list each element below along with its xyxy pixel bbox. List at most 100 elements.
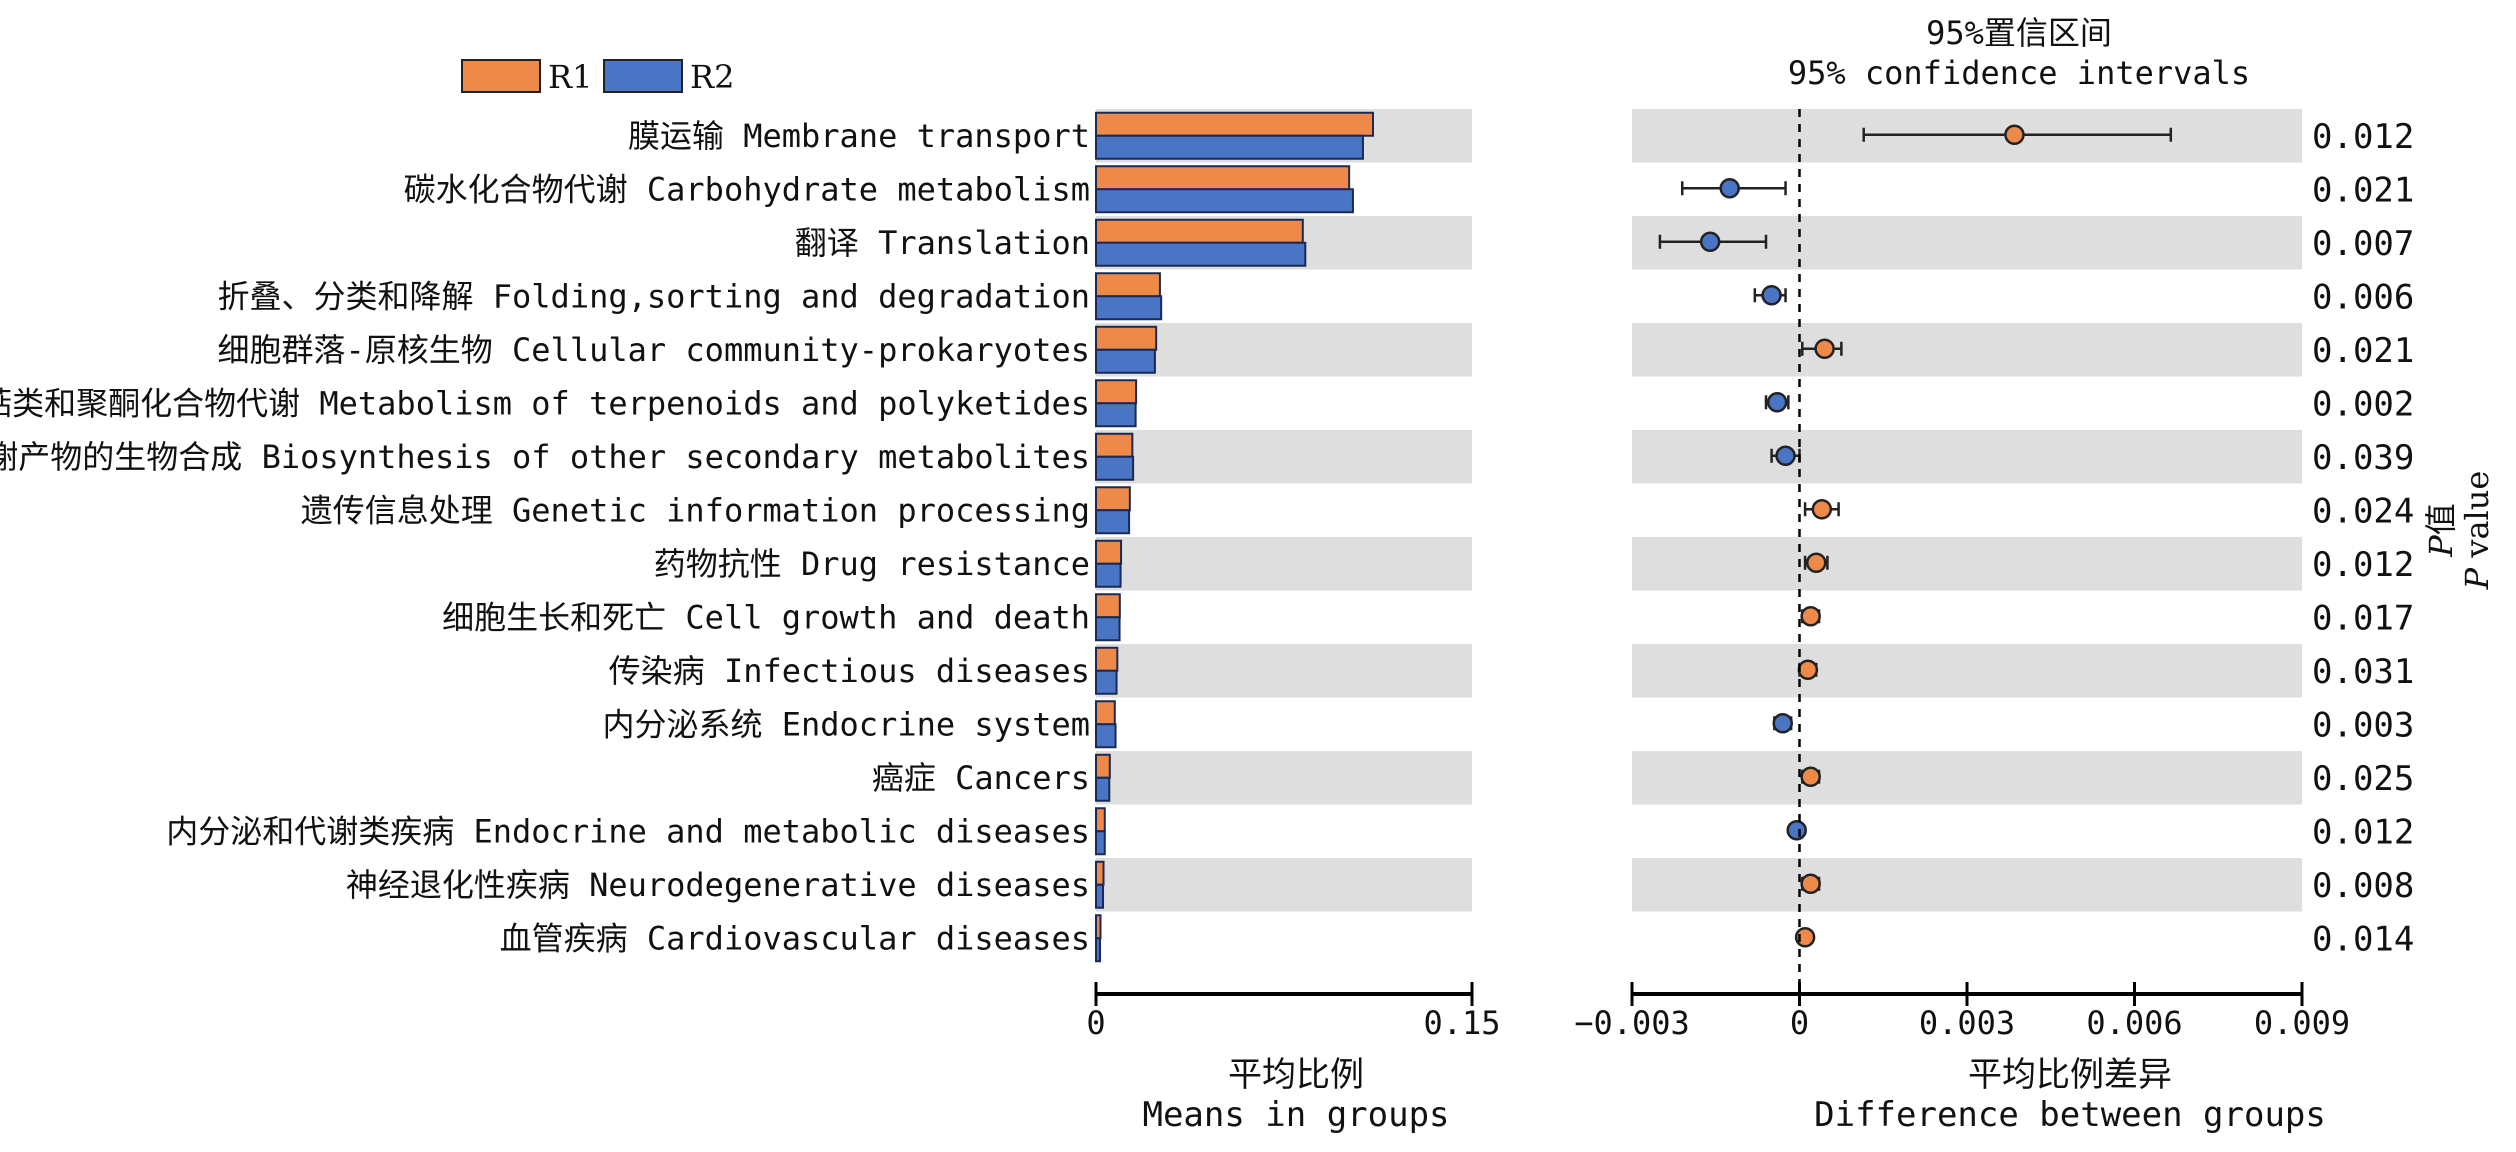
p-value: 0.014 bbox=[2312, 919, 2414, 959]
bar-r1 bbox=[1095, 700, 1116, 726]
ci-tick-label: −0.003 bbox=[1574, 1004, 1690, 1042]
p-value: 0.007 bbox=[2312, 224, 2414, 264]
p-axis-label-en: P value bbox=[2458, 471, 2496, 591]
p-axis-label: P值 P value bbox=[2422, 471, 2496, 591]
category-labels: 膜运输 Membrane transport 碳水化合物代谢 Carbohydra… bbox=[0, 117, 1090, 958]
bar-r2 bbox=[1095, 134, 1364, 160]
bar-x-axis: 0 0.15 平均比例 Means in groups bbox=[1086, 982, 1501, 1135]
ci-tick-label: 0.009 bbox=[2254, 1004, 2350, 1042]
ci-title-cn: 95%置信区间 bbox=[1926, 14, 2112, 52]
p-value: 0.006 bbox=[2312, 277, 2414, 317]
bar-r2 bbox=[1095, 883, 1105, 909]
category-label: 药物抗性 Drug resistance bbox=[654, 545, 1090, 583]
bar-r2 bbox=[1095, 669, 1118, 695]
p-value: 0.002 bbox=[2312, 384, 2414, 424]
bar-r2 bbox=[1095, 776, 1111, 802]
ci-point bbox=[1772, 713, 1793, 734]
ci-point bbox=[1775, 445, 1796, 466]
ci-point bbox=[1800, 766, 1821, 787]
legend-swatch-r1 bbox=[461, 59, 541, 93]
stripe-bar-8 bbox=[1096, 537, 1472, 591]
stripe-bar-12 bbox=[1096, 751, 1472, 805]
ci-point bbox=[1797, 659, 1819, 680]
ci-point bbox=[1699, 231, 1721, 252]
bar-axis-label-en: Means in groups bbox=[1142, 1095, 1449, 1135]
bar-axis-label-cn: 平均比例 bbox=[1228, 1055, 1364, 1095]
category-label: 血管疾病 Cardiovascular diseases bbox=[500, 919, 1090, 957]
ci-point bbox=[1811, 499, 1833, 520]
legend-label-r2: R2 bbox=[690, 58, 734, 96]
bar-r1 bbox=[1095, 486, 1131, 512]
bar-r2 bbox=[1095, 509, 1131, 535]
category-label: 内分泌系统 Endocrine system bbox=[602, 705, 1090, 743]
p-axis-label-cn: P值 bbox=[2422, 503, 2460, 558]
category-label: 萜类和聚酮化合物代谢 Metabolism of terpenoids and … bbox=[0, 384, 1090, 422]
category-label: 膜运输 Membrane transport bbox=[628, 117, 1090, 155]
bar-tick-label-1: 0.15 bbox=[1423, 1004, 1500, 1042]
category-label: 折叠、分类和降解 Folding,sorting and degradation bbox=[217, 277, 1090, 315]
stripe-ci-12 bbox=[1632, 751, 2302, 805]
ci-axis-label-cn: 平均比例差异 bbox=[1968, 1055, 2172, 1095]
p-value-labels: 0.012 0.021 0.007 0.006 0.021 0.002 0.039 0.024… bbox=[2312, 117, 2414, 960]
bar-r2 bbox=[1095, 402, 1137, 428]
legend: R1 R2 bbox=[461, 58, 734, 96]
ci-point bbox=[1766, 392, 1788, 413]
row-stripes bbox=[1096, 109, 2302, 912]
category-label: 内分泌和代谢类疾病 Endocrine and metabolic diseas… bbox=[166, 812, 1090, 850]
bar-r1 bbox=[1095, 753, 1111, 779]
bar-r1 bbox=[1095, 165, 1351, 191]
category-label: 传染病 Infectious diseases bbox=[609, 652, 1090, 690]
ci-point bbox=[1806, 552, 1827, 573]
stripe-ci-4 bbox=[1632, 323, 2302, 377]
ci-tick-label: 0 bbox=[1790, 1004, 1809, 1042]
bar-r1 bbox=[1095, 539, 1123, 565]
p-value: 0.008 bbox=[2312, 866, 2414, 906]
ci-point bbox=[1761, 285, 1782, 306]
bar-r2 bbox=[1095, 188, 1354, 214]
stripe-bar-4 bbox=[1096, 323, 1472, 377]
ci-axis-label-en: Difference between groups bbox=[1814, 1095, 2326, 1135]
ci-tick-label: 0.006 bbox=[2086, 1004, 2182, 1042]
bar-r1 bbox=[1095, 272, 1161, 298]
ci-point bbox=[1800, 606, 1821, 627]
category-label: 翻译 Translation bbox=[795, 224, 1090, 262]
bar-r1 bbox=[1095, 593, 1121, 619]
p-value: 0.012 bbox=[2312, 117, 2414, 157]
stripe-ci-8 bbox=[1632, 537, 2302, 591]
bar-r2 bbox=[1095, 937, 1102, 963]
ci-point bbox=[1814, 338, 1835, 359]
p-value: 0.025 bbox=[2312, 759, 2414, 799]
bar-r2 bbox=[1095, 723, 1117, 749]
bar-r1 bbox=[1095, 860, 1105, 886]
ci-point bbox=[1786, 820, 1807, 841]
category-label: 神经退化性疾病 Neurodegenerative diseases bbox=[346, 866, 1090, 904]
stripe-ci-10 bbox=[1632, 644, 2302, 698]
p-value: 0.024 bbox=[2312, 491, 2414, 531]
category-label: 其他次生代谢产物的生物合成 Biosynthesis of other seco… bbox=[0, 438, 1090, 476]
category-label: 癌症 Cancers bbox=[872, 759, 1090, 797]
legend-swatch-r2 bbox=[603, 59, 683, 93]
p-value: 0.039 bbox=[2312, 438, 2414, 478]
bar-r2 bbox=[1095, 562, 1122, 588]
bar-r1 bbox=[1095, 218, 1304, 244]
bar-r2 bbox=[1095, 348, 1156, 374]
ci-points bbox=[1658, 109, 2173, 994]
ci-tick-label: 0.003 bbox=[1919, 1004, 2015, 1042]
bar-r1 bbox=[1095, 111, 1374, 137]
p-value: 0.003 bbox=[2312, 705, 2414, 745]
stripe-ci-6 bbox=[1632, 430, 2302, 484]
ci-point bbox=[1719, 178, 1740, 199]
bar-r2 bbox=[1095, 455, 1135, 481]
stripe-bar-6 bbox=[1096, 430, 1472, 484]
ci-x-axis: 平均比例差异 Difference between groups −0.003 0… bbox=[1574, 982, 2350, 1135]
p-value: 0.021 bbox=[2312, 331, 2414, 371]
bar-r2 bbox=[1095, 295, 1163, 321]
ci-point bbox=[1800, 873, 1821, 894]
bar-r1 bbox=[1095, 807, 1106, 833]
ci-title-en: 95% confidence intervals bbox=[1788, 54, 2250, 92]
legend-label-r1: R1 bbox=[548, 58, 592, 96]
category-label: 细胞群落-原核生物 Cellular community-prokaryotes bbox=[217, 331, 1090, 369]
bar-r2 bbox=[1095, 616, 1121, 642]
bar-r1 bbox=[1095, 432, 1134, 458]
